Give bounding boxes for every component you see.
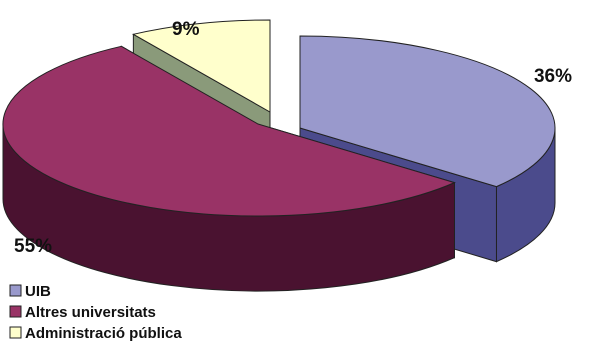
- legend-item-uib: UIB: [9, 283, 51, 300]
- slices-layer: [2, 19, 556, 292]
- legend-label: UIB: [25, 283, 51, 300]
- legend-swatch: [9, 305, 22, 318]
- legend-item-administracio-publica: Administració pública: [9, 325, 182, 342]
- slice-altres-universitats: [2, 45, 456, 217]
- legend-swatch: [9, 284, 22, 297]
- legend-label: Altres universitats: [25, 304, 156, 321]
- legend: UIB Altres universitats Administració públ…: [9, 283, 182, 342]
- legend-label: Administració pública: [25, 325, 182, 342]
- data-label-administracio-publica: 9%: [172, 19, 200, 40]
- data-labels-layer: 36% 55% 9%: [14, 19, 572, 257]
- legend-item-altres-universitats: Altres universitats: [9, 304, 156, 321]
- slice-administracio-publica: [131, 19, 271, 113]
- data-label-altres-universitats: 55%: [14, 236, 52, 257]
- slice-uib: [299, 35, 556, 188]
- data-label-uib: 36%: [534, 66, 572, 87]
- legend-swatch: [9, 326, 22, 339]
